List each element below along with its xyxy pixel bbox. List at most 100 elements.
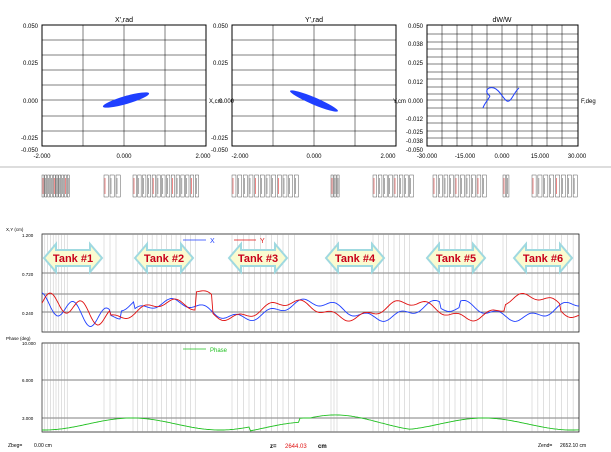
element-marker [567,174,572,198]
y-tick: 0.050 [408,24,424,30]
tank-arrow-1: Tank #1 [42,241,104,275]
element-marker [506,174,510,198]
element-marker [502,174,506,198]
element-marker [277,174,282,198]
element-marker [47,174,50,198]
element-marker [438,174,443,198]
element-marker [404,174,409,198]
lattice-element-markers [41,174,578,198]
beam-ellipse-y [290,90,338,112]
tank-arrow-2: Tank #2 [133,241,195,275]
element-marker [465,174,471,198]
element-marker [195,174,199,198]
tank-arrow-shape [42,241,104,275]
legend-label-y: Y [260,238,265,245]
tank-arrow-shape [227,241,289,275]
tank-label: Tank #1 [53,253,93,265]
element-marker [372,174,377,198]
element-marker [537,174,543,198]
element-marker [115,174,121,198]
element-marker [44,174,47,198]
axis-label: X,cm [209,99,223,105]
y-tick: 1.200 [22,233,34,238]
tank-arrow-3: Tank #3 [227,241,289,275]
legend-label-x: X [210,238,215,245]
tank-label: Tank #4 [335,253,376,265]
zend-value: 2652.10 cm [560,443,586,449]
phase-plot-dw: dW/W 0.050 0.038 0.025 0.012 0.000 -0.01… [406,17,596,160]
y-tick: -0.038 [406,139,424,145]
element-marker [147,174,151,198]
element-marker [393,174,398,198]
z-unit: cm [318,444,327,450]
y-tick: -0.012 [406,117,424,123]
element-marker [443,174,449,198]
phase-plot-x: X',rad 0.050 0.025 0.000 -0.025 -0.050 -… [21,17,223,160]
element-marker [399,174,404,198]
element-marker [55,174,59,198]
y-tick: 0.240 [22,311,34,316]
status-bar: Zbeg= 0.00 cm z= 2644.03 cm Zend= 2652.1… [8,443,586,450]
element-gridlines [41,343,574,432]
zbeg-value: 0.00 cm [34,443,52,449]
y-tick: 0.000 [23,99,39,105]
x-tick: 15.000 [531,154,550,160]
y-tick: 3.000 [22,416,34,421]
element-marker [190,174,194,198]
tank-label: Tank #3 [238,253,278,265]
element-marker [53,174,56,198]
element-marker [103,174,109,198]
plot-title: X',rad [115,17,133,24]
element-marker [265,174,271,198]
element-marker [166,174,171,198]
gridlines [232,25,396,146]
y-tick: -0.025 [211,136,229,142]
envelope-panel: X,Y (cm) 1.200 0.720 0.240 X Y Tank #1 Ta… [6,227,580,333]
tank-arrow-shape [425,241,487,275]
gridlines [427,25,578,146]
element-marker [336,174,340,198]
y-tick: 0.038 [408,42,424,48]
element-marker [237,174,242,198]
element-marker [132,174,137,198]
y-tick: -0.050 [406,148,424,154]
x-tick: 0.000 [116,154,132,160]
y-tick: 10.000 [22,341,36,346]
element-marker [137,174,142,198]
x-tick: 2.000 [195,154,211,160]
y-tick: -0.050 [21,148,39,154]
tank-label: Tank #5 [436,253,476,265]
tank-label: Tank #2 [144,253,184,265]
phase-panel: Phase (deg) 10.000 6.000 3.000 Phase [6,336,580,433]
element-marker [151,174,156,198]
element-marker [109,174,115,198]
element-marker [50,174,53,198]
axis-label: F,deg [581,99,596,105]
element-marker [260,174,265,198]
element-marker [156,174,161,198]
y-tick: 0.012 [408,80,424,86]
element-marker [58,174,61,198]
element-marker [409,174,414,198]
element-marker [555,174,560,198]
element-marker [432,174,438,198]
tank-label: Tank #6 [523,253,563,265]
element-marker [41,174,45,198]
element-marker [180,174,185,198]
y-tick: 0.000 [408,99,424,105]
z-value: 2644.03 [285,444,307,450]
element-marker [460,174,465,198]
element-marker [330,174,334,198]
x-tick: 0.000 [306,154,322,160]
y-tick: -0.025 [21,136,39,142]
element-marker [531,174,537,198]
element-marker [243,174,248,198]
x-tick: 30.000 [568,154,587,160]
plot-title: dW/W [492,17,511,24]
y-tick: 0.000 [219,99,235,105]
element-marker [561,174,566,198]
x-tick: 2.000 [380,154,396,160]
element-marker [378,174,383,198]
phase-trace [42,414,580,432]
element-marker [61,174,64,198]
